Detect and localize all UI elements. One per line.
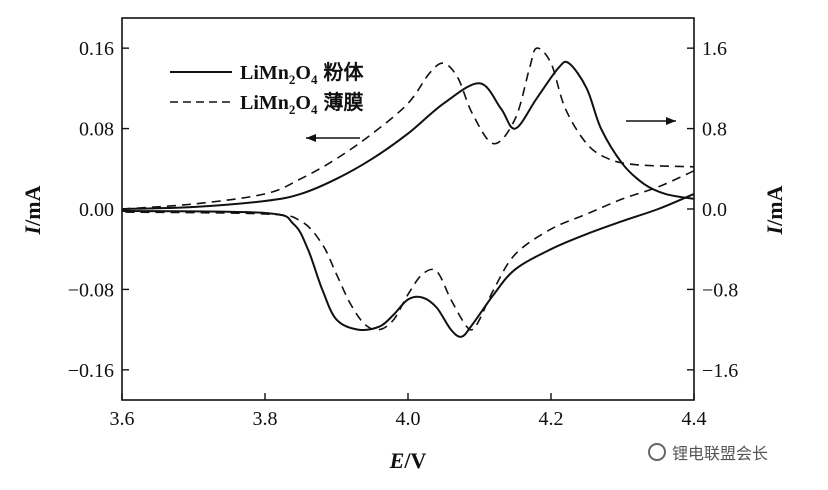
x-axis-title: E/V (389, 448, 427, 473)
series-0-anodic-line (121, 60, 695, 210)
x-tick-label: 4.0 (396, 408, 421, 430)
x-tick-label: 3.8 (253, 408, 278, 430)
series-1-anodic-line (121, 47, 695, 210)
left-axis-arrow (306, 134, 360, 142)
x-tick-label: 4.4 (682, 408, 707, 430)
ticks-group: 3.6 3.8 4.0 4.2 4.4 0.16 0.08 0.00 −0.08 −0.16 1.6… (68, 38, 739, 430)
legend: LiMn2O4 粉体 LiMn2O4 薄膜 (170, 60, 364, 117)
right-y-tick-label: −0.8 (702, 279, 738, 301)
x-tick-label: 4.2 (539, 408, 564, 430)
wechat-icon (648, 443, 666, 461)
series-1-cathodic-line (121, 170, 695, 331)
left-y-tick-label: 0.08 (79, 119, 114, 141)
left-y-tick-label: 0.00 (79, 199, 114, 221)
series-0-cathodic-line (121, 192, 695, 338)
right-axis-arrow (626, 117, 676, 125)
left-y-axis-title: I/mA (20, 185, 45, 235)
legend-label-film: LiMn2O4 薄膜 (240, 90, 363, 117)
watermark: 锂电联盟会长 (648, 440, 768, 464)
left-y-tick-label: −0.16 (68, 360, 114, 382)
right-y-tick-label: 1.6 (702, 38, 727, 60)
right-y-tick-label: −1.6 (702, 360, 738, 382)
right-y-tick-label: 0.8 (702, 119, 727, 141)
series-group (121, 47, 695, 338)
legend-label-powder: LiMn2O4 粉体 (240, 60, 364, 87)
plot-frame (121, 17, 695, 401)
watermark-text: 锂电联盟会长 (672, 444, 769, 463)
left-y-tick-label: 0.16 (79, 38, 114, 60)
right-y-axis-title: I/mA (762, 185, 787, 235)
right-y-tick-label: 0.0 (702, 199, 727, 221)
x-tick-label: 3.6 (110, 408, 135, 430)
left-y-tick-label: −0.08 (68, 279, 114, 301)
